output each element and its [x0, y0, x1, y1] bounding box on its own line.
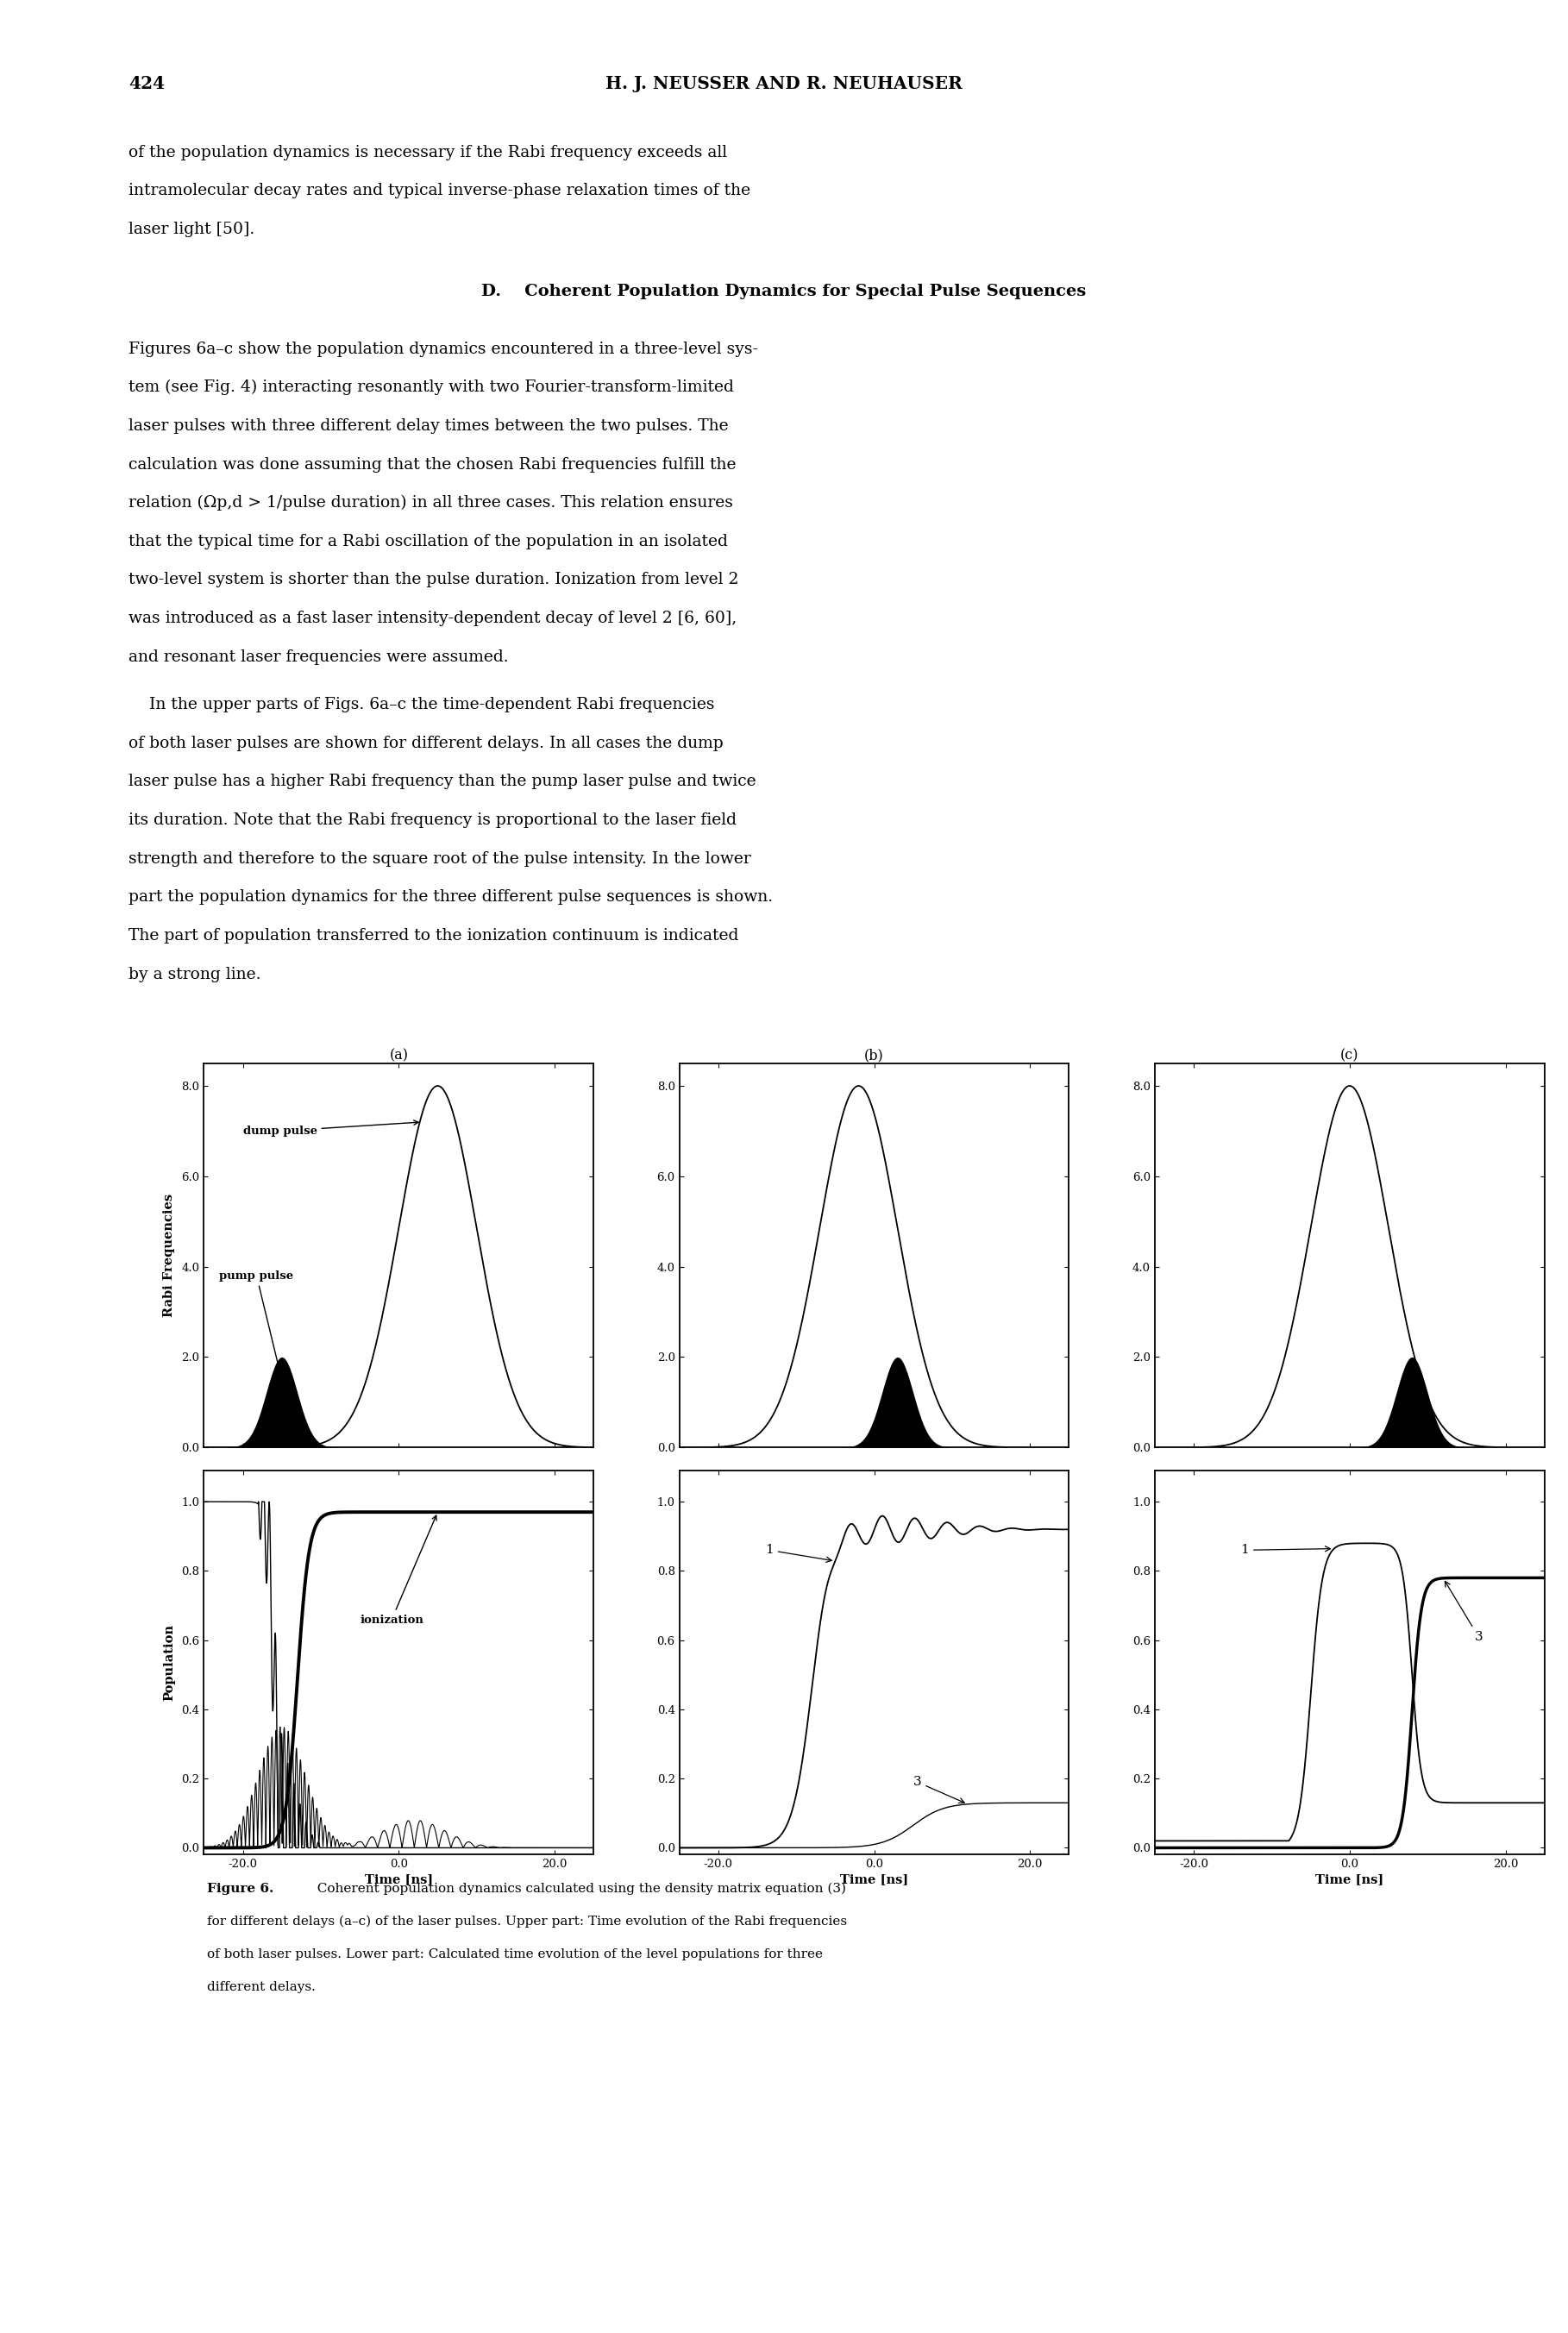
Text: was introduced as a fast laser intensity-dependent decay of level 2 [6, 60],: was introduced as a fast laser intensity… [129, 611, 737, 625]
Text: D.    Coherent Population Dynamics for Special Pulse Sequences: D. Coherent Population Dynamics for Spec… [481, 282, 1087, 299]
Text: 3: 3 [1446, 1582, 1483, 1642]
Text: strength and therefore to the square root of the pulse intensity. In the lower: strength and therefore to the square roo… [129, 852, 751, 866]
X-axis label: Time [ns]: Time [ns] [364, 1873, 433, 1885]
Text: of both laser pulses. Lower part: Calculated time evolution of the level populat: of both laser pulses. Lower part: Calcul… [207, 1948, 823, 1960]
Text: calculation was done assuming that the chosen Rabi frequencies fulfill the: calculation was done assuming that the c… [129, 457, 737, 471]
X-axis label: Time [ns]: Time [ns] [1316, 1873, 1385, 1885]
Title: (c): (c) [1341, 1048, 1359, 1064]
Text: dump pulse: dump pulse [243, 1120, 419, 1136]
Text: In the upper parts of Figs. 6a–c the time-dependent Rabi frequencies: In the upper parts of Figs. 6a–c the tim… [129, 698, 715, 712]
Text: relation (Ωp,d > 1/pulse duration) in all three cases. This relation ensures: relation (Ωp,d > 1/pulse duration) in al… [129, 495, 734, 511]
Text: laser light [50].: laser light [50]. [129, 222, 254, 238]
Text: for different delays (a–c) of the laser pulses. Upper part: Time evolution of th: for different delays (a–c) of the laser … [207, 1915, 847, 1927]
Text: pump pulse: pump pulse [220, 1269, 293, 1376]
Text: 1: 1 [1240, 1544, 1330, 1556]
Text: of both laser pulses are shown for different delays. In all cases the dump: of both laser pulses are shown for diffe… [129, 735, 723, 751]
X-axis label: Time [ns]: Time [ns] [840, 1873, 908, 1885]
Text: Figure 6.: Figure 6. [207, 1883, 274, 1894]
Text: that the typical time for a Rabi oscillation of the population in an isolated: that the typical time for a Rabi oscilla… [129, 534, 728, 548]
Text: 3: 3 [913, 1775, 964, 1803]
Text: part the population dynamics for the three different pulse sequences is shown.: part the population dynamics for the thr… [129, 889, 773, 905]
Text: and resonant laser frequencies were assumed.: and resonant laser frequencies were assu… [129, 649, 508, 665]
Title: (b): (b) [864, 1048, 884, 1064]
Text: Coherent population dynamics calculated using the density matrix equation (3): Coherent population dynamics calculated … [309, 1883, 847, 1894]
Y-axis label: Population: Population [163, 1624, 176, 1701]
Text: by a strong line.: by a strong line. [129, 966, 260, 982]
Text: of the population dynamics is necessary if the Rabi frequency exceeds all: of the population dynamics is necessary … [129, 145, 728, 161]
Text: H. J. NEUSSER AND R. NEUHAUSER: H. J. NEUSSER AND R. NEUHAUSER [605, 75, 963, 91]
Text: its duration. Note that the Rabi frequency is proportional to the laser field: its duration. Note that the Rabi frequen… [129, 812, 737, 828]
Y-axis label: Rabi Frequencies: Rabi Frequencies [163, 1194, 176, 1318]
Text: 424: 424 [129, 75, 165, 91]
Text: ionization: ionization [359, 1516, 436, 1626]
Text: different delays.: different delays. [207, 1981, 315, 1992]
Text: intramolecular decay rates and typical inverse-phase relaxation times of the: intramolecular decay rates and typical i… [129, 184, 751, 198]
Title: (a): (a) [389, 1048, 408, 1064]
Text: tem (see Fig. 4) interacting resonantly with two Fourier-transform-limited: tem (see Fig. 4) interacting resonantly … [129, 380, 734, 394]
Text: two-level system is shorter than the pulse duration. Ionization from level 2: two-level system is shorter than the pul… [129, 572, 739, 588]
Text: laser pulses with three different delay times between the two pulses. The: laser pulses with three different delay … [129, 418, 729, 434]
Text: laser pulse has a higher Rabi frequency than the pump laser pulse and twice: laser pulse has a higher Rabi frequency … [129, 775, 756, 789]
Text: The part of population transferred to the ionization continuum is indicated: The part of population transferred to th… [129, 929, 739, 943]
Text: Figures 6a–c show the population dynamics encountered in a three-level sys-: Figures 6a–c show the population dynamic… [129, 341, 759, 357]
Text: 1: 1 [765, 1544, 831, 1563]
